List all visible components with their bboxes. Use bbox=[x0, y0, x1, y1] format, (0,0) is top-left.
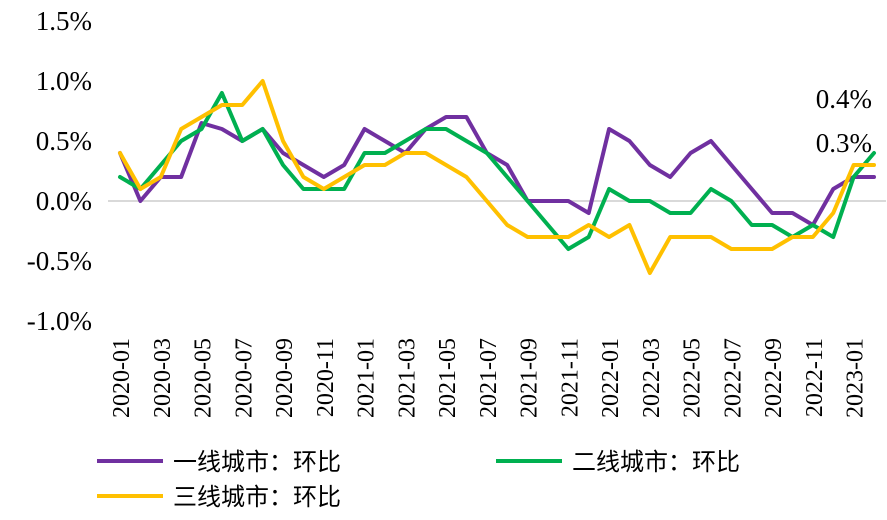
x-tick-label: 2020-01 bbox=[109, 338, 135, 418]
series-line-3 bbox=[118, 79, 876, 275]
y-tick-label: 1.5% bbox=[36, 6, 92, 36]
y-tick-label: -1.0% bbox=[27, 306, 92, 336]
x-tick-label: 2020-05 bbox=[191, 338, 217, 418]
x-tick-label: 2021-03 bbox=[394, 338, 420, 418]
x-tick-label: 2022-11 bbox=[802, 338, 828, 417]
x-tick-label: 2022-07 bbox=[720, 338, 746, 418]
x-tick-label: 2022-05 bbox=[680, 338, 706, 418]
x-tick-label: 2021-07 bbox=[476, 338, 502, 418]
y-tick-label: 1.0% bbox=[36, 66, 92, 96]
x-tick-label: 2021-01 bbox=[354, 338, 380, 418]
x-tick-label: 2020-09 bbox=[272, 338, 298, 418]
annotations: 0.4% 0.3% bbox=[816, 84, 872, 158]
x-tick-label: 2021-05 bbox=[435, 338, 461, 418]
x-tick-label: 2022-03 bbox=[639, 338, 665, 418]
legend-label-1: 一线城市：环比 bbox=[173, 448, 341, 476]
legend-label-3: 三线城市：环比 bbox=[173, 483, 341, 511]
x-tick-label: 2020-07 bbox=[231, 338, 257, 418]
series-lines bbox=[118, 79, 876, 275]
end-value-label: 0.3% bbox=[816, 128, 872, 158]
end-value-label: 0.4% bbox=[816, 84, 872, 114]
x-tick-label: 2022-01 bbox=[598, 338, 624, 418]
x-axis: 2020-01 2020-03 2020-05 2020-07 2020-09 2020-… bbox=[109, 338, 869, 418]
y-tick-label: -0.5% bbox=[27, 246, 92, 276]
x-tick-label: 2021-11 bbox=[557, 338, 583, 417]
x-tick-label: 2020-11 bbox=[313, 338, 339, 417]
series-line-1 bbox=[118, 115, 876, 227]
x-tick-label: 2022-09 bbox=[761, 338, 787, 418]
y-tick-label: 0.0% bbox=[36, 186, 92, 216]
y-axis: 1.5% 1.0% 0.5% 0.0% -0.5% -1.0% bbox=[27, 6, 92, 336]
y-tick-label: 0.5% bbox=[36, 126, 92, 156]
x-tick-label: 2020-03 bbox=[150, 338, 176, 418]
x-tick-label: 2023-01 bbox=[843, 338, 869, 418]
legend-label-2: 二线城市：环比 bbox=[572, 448, 740, 476]
x-tick-label: 2021-09 bbox=[517, 338, 543, 418]
series-line-2 bbox=[118, 91, 876, 251]
